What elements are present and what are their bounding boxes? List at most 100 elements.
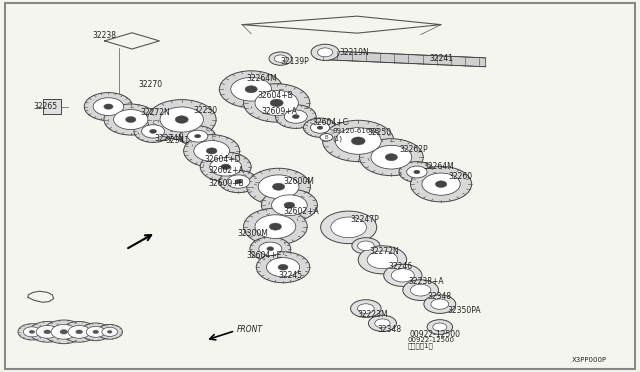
- Circle shape: [108, 330, 112, 333]
- Circle shape: [175, 116, 188, 123]
- Text: 32348: 32348: [378, 326, 401, 334]
- Text: 32247P: 32247P: [351, 215, 380, 224]
- Circle shape: [68, 326, 90, 338]
- Circle shape: [81, 323, 111, 341]
- Circle shape: [433, 323, 447, 331]
- Circle shape: [256, 252, 310, 283]
- Circle shape: [406, 166, 427, 178]
- Circle shape: [147, 100, 216, 140]
- Text: 32246: 32246: [389, 262, 413, 271]
- Text: 32265: 32265: [33, 102, 58, 111]
- Circle shape: [51, 324, 76, 339]
- Circle shape: [23, 327, 41, 337]
- Circle shape: [18, 324, 46, 340]
- Circle shape: [184, 135, 240, 167]
- Circle shape: [303, 118, 337, 137]
- Text: 32272N: 32272N: [370, 247, 399, 256]
- Text: FRONT: FRONT: [237, 325, 263, 334]
- Text: 32219N: 32219N: [339, 48, 369, 57]
- Circle shape: [271, 195, 307, 215]
- Circle shape: [422, 173, 460, 195]
- Circle shape: [220, 170, 257, 193]
- Circle shape: [310, 122, 330, 133]
- Circle shape: [134, 120, 172, 142]
- Text: 32348: 32348: [427, 292, 451, 301]
- Circle shape: [351, 137, 365, 145]
- Circle shape: [269, 223, 282, 230]
- Text: X3PP000P: X3PP000P: [572, 357, 607, 363]
- Circle shape: [255, 215, 296, 238]
- Circle shape: [150, 129, 157, 133]
- Text: リング（1）: リング（1）: [408, 342, 434, 349]
- Circle shape: [292, 115, 300, 119]
- Bar: [44, 99, 61, 114]
- Circle shape: [331, 217, 367, 238]
- Polygon shape: [317, 51, 486, 67]
- Circle shape: [244, 208, 307, 245]
- Text: 32139P: 32139P: [280, 57, 309, 66]
- Circle shape: [431, 299, 449, 310]
- Circle shape: [76, 330, 83, 334]
- Circle shape: [259, 242, 282, 256]
- Circle shape: [358, 246, 406, 274]
- Text: 32341: 32341: [166, 137, 190, 145]
- Circle shape: [227, 175, 250, 188]
- Circle shape: [180, 126, 216, 147]
- Circle shape: [125, 116, 136, 122]
- Circle shape: [385, 154, 397, 161]
- Circle shape: [435, 181, 447, 187]
- Text: 32262P: 32262P: [399, 145, 428, 154]
- Circle shape: [60, 330, 68, 334]
- Text: 00922-12500: 00922-12500: [409, 330, 460, 339]
- Circle shape: [141, 125, 164, 138]
- Text: 32274N: 32274N: [154, 134, 184, 142]
- Circle shape: [97, 324, 122, 339]
- Circle shape: [311, 44, 339, 61]
- Text: 32609+A: 32609+A: [261, 107, 297, 116]
- Circle shape: [427, 320, 452, 334]
- Circle shape: [351, 300, 381, 317]
- Circle shape: [93, 330, 99, 333]
- Circle shape: [369, 315, 396, 331]
- Circle shape: [410, 284, 431, 296]
- Circle shape: [358, 304, 374, 313]
- Circle shape: [274, 55, 287, 62]
- Circle shape: [414, 170, 420, 174]
- Circle shape: [284, 202, 295, 208]
- Text: 00922-12500: 00922-12500: [408, 337, 455, 343]
- Text: 32250: 32250: [368, 128, 392, 137]
- Text: 32604+B: 32604+B: [257, 91, 293, 100]
- Circle shape: [102, 327, 118, 336]
- Circle shape: [367, 251, 397, 269]
- Text: 32600M: 32600M: [283, 177, 314, 186]
- Circle shape: [246, 168, 310, 205]
- Circle shape: [392, 269, 414, 282]
- Circle shape: [231, 77, 271, 101]
- Circle shape: [244, 84, 310, 122]
- Circle shape: [375, 319, 390, 328]
- Circle shape: [86, 326, 105, 337]
- Circle shape: [188, 130, 208, 142]
- Circle shape: [245, 86, 257, 93]
- Circle shape: [206, 148, 217, 154]
- Circle shape: [317, 48, 333, 57]
- Text: 32241: 32241: [429, 54, 454, 63]
- Circle shape: [267, 247, 274, 251]
- Text: 32270: 32270: [138, 80, 163, 89]
- Text: 32230: 32230: [194, 106, 218, 115]
- Circle shape: [29, 321, 65, 342]
- Circle shape: [358, 241, 374, 251]
- Circle shape: [360, 139, 423, 176]
- Circle shape: [399, 161, 435, 182]
- Circle shape: [93, 98, 124, 115]
- Text: 32223M: 32223M: [357, 310, 388, 319]
- Circle shape: [210, 158, 242, 176]
- Text: 32272N: 32272N: [140, 108, 170, 117]
- Text: 32300M: 32300M: [237, 229, 268, 238]
- Circle shape: [320, 134, 333, 141]
- Text: 32264M: 32264M: [246, 74, 278, 83]
- Circle shape: [235, 180, 242, 183]
- Circle shape: [195, 134, 201, 138]
- Text: 32350PA: 32350PA: [447, 306, 481, 315]
- Text: 32238+A: 32238+A: [408, 277, 444, 286]
